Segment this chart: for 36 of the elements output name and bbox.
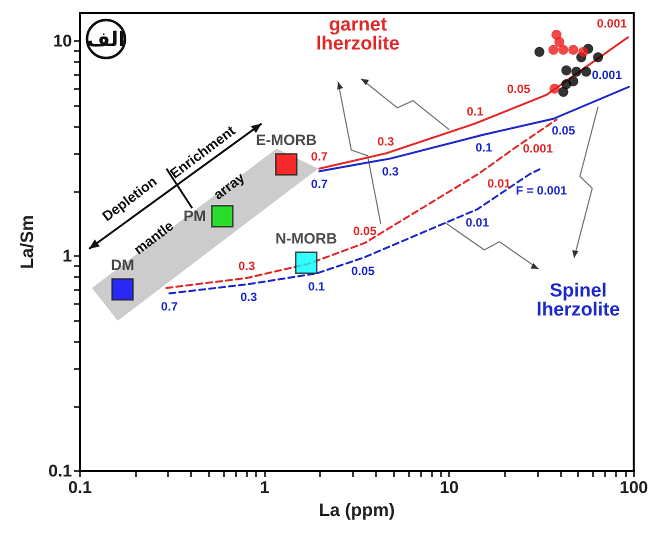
- annotation: 0.1: [466, 104, 484, 119]
- annotation: 0.05: [506, 82, 531, 96]
- y-tick-label: 1: [62, 246, 72, 266]
- annotation: 0.7: [311, 150, 328, 164]
- annotation: F = 0.001: [516, 183, 568, 198]
- annotation: 0.1: [308, 279, 326, 294]
- annotation: 0.3: [377, 134, 394, 148]
- annotation: 0.05: [552, 124, 576, 138]
- annotation: 0.01: [466, 215, 490, 230]
- annotation: 0.01: [487, 176, 512, 190]
- y-tick-label: 10: [53, 32, 72, 51]
- annotation: 0.7: [311, 177, 328, 192]
- y-tick-label: 0.1: [48, 462, 72, 480]
- annotation: 0.3: [240, 290, 258, 304]
- annotation: الف: [86, 27, 126, 51]
- y-axis-title: La/Sm: [17, 214, 37, 270]
- annotation: 0.001: [596, 16, 628, 30]
- series-label: N-MORB: [275, 230, 338, 248]
- x-axis-title: La (ppm): [318, 500, 395, 520]
- annotation: 0.05: [353, 224, 377, 238]
- x-tick-label: 0.1: [68, 478, 92, 497]
- x-tick-label: 1: [260, 478, 270, 497]
- annotation: 0.7: [161, 299, 178, 314]
- annotation: 0.3: [238, 259, 256, 274]
- annotation: 0.3: [382, 164, 400, 179]
- series-label: DM: [110, 257, 134, 274]
- annotation: 0.001: [592, 68, 622, 82]
- x-tick-label: 10: [440, 478, 459, 497]
- series-label: PM: [184, 208, 206, 225]
- annotation: 0.1: [475, 140, 492, 155]
- annotation: 0.001: [522, 142, 554, 156]
- annotation: Spinel lherzolite: [536, 280, 620, 321]
- series-label: E-MORB: [256, 132, 317, 150]
- annotation: garnet lherzolite: [316, 14, 400, 55]
- annotation: 0.05: [351, 264, 375, 278]
- x-tick-label: 100: [620, 478, 648, 497]
